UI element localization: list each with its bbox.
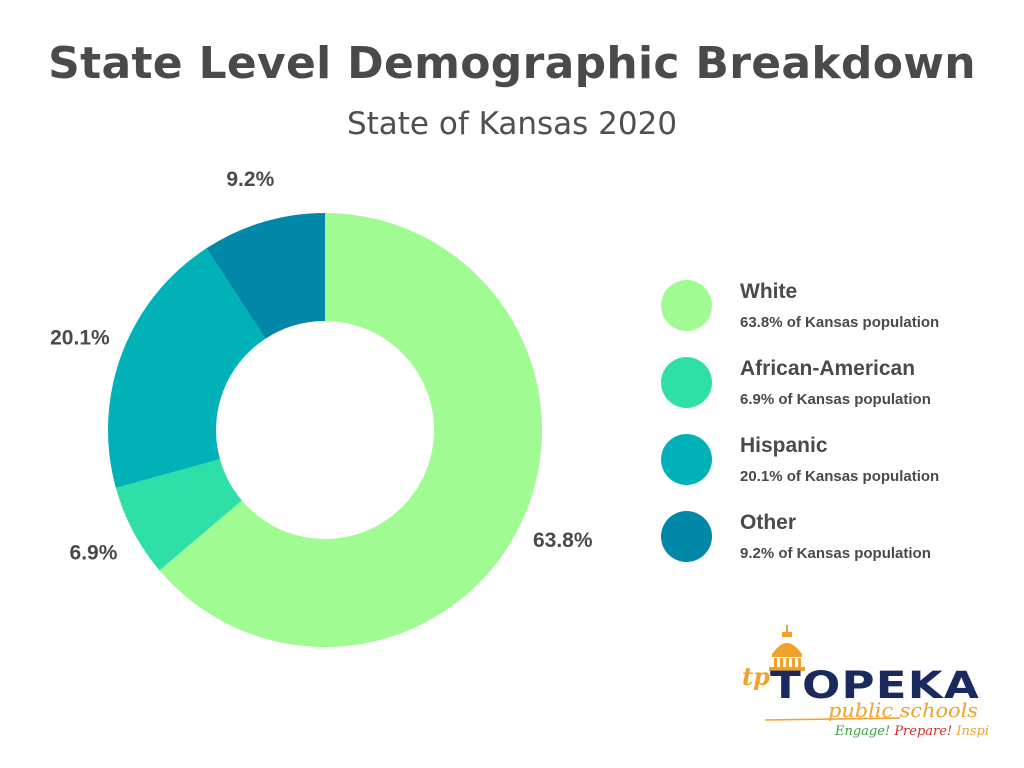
legend-swatch-hispanic xyxy=(661,434,712,485)
page-title: State Level Demographic Breakdown xyxy=(48,38,976,89)
legend-desc-african-american: 6.9% of Kansas population xyxy=(740,391,931,408)
legend-desc-other: 9.2% of Kansas population xyxy=(740,545,931,562)
donut-slice-african-american xyxy=(115,459,242,571)
svg-text:TOPEKA: TOPEKA xyxy=(770,664,980,707)
legend-label-white: White xyxy=(740,280,798,303)
donut-slice-white xyxy=(159,213,543,647)
legend-item-white: White 63.8% of Kansas population xyxy=(661,280,1001,340)
slice-label-hispanic: 20.1% xyxy=(50,326,110,349)
legend-desc-hispanic: 20.1% of Kansas population xyxy=(740,468,940,485)
legend-swatch-white xyxy=(661,280,712,331)
legend-swatch-african-american xyxy=(661,357,712,408)
legend-swatch-other xyxy=(661,511,712,562)
topeka-public-schools-logo: tp TOPEKA public schools Engage! Prepare… xyxy=(742,625,990,739)
page-subtitle: State of Kansas 2020 xyxy=(346,106,678,142)
legend-desc-white: 63.8% of Kansas population xyxy=(740,314,940,331)
slice-label-white: 63.8% xyxy=(533,529,593,552)
legend-label-other: Other xyxy=(740,511,797,534)
tps-monogram-icon: tp xyxy=(742,662,770,691)
donut-slice-hispanic xyxy=(108,248,266,488)
capitol-dome-icon xyxy=(769,625,805,671)
legend-label-african-american: African-American xyxy=(740,357,916,380)
legend-item-hispanic: Hispanic 20.1% of Kansas population xyxy=(661,434,1001,494)
legend-item-other: Other 9.2% of Kansas population xyxy=(661,511,1001,571)
legend-item-african-american: African-American 6.9% of Kansas populati… xyxy=(661,357,1001,417)
donut-slice-other xyxy=(206,213,325,339)
svg-text:tp: tp xyxy=(742,662,770,691)
svg-text:Engage! Prepare! Inspire!: Engage! Prepare! Inspire! xyxy=(834,724,990,739)
slice-label-other: 9.2% xyxy=(226,168,274,191)
slice-label-african-american: 6.9% xyxy=(70,542,118,565)
legend-label-hispanic: Hispanic xyxy=(740,434,828,457)
